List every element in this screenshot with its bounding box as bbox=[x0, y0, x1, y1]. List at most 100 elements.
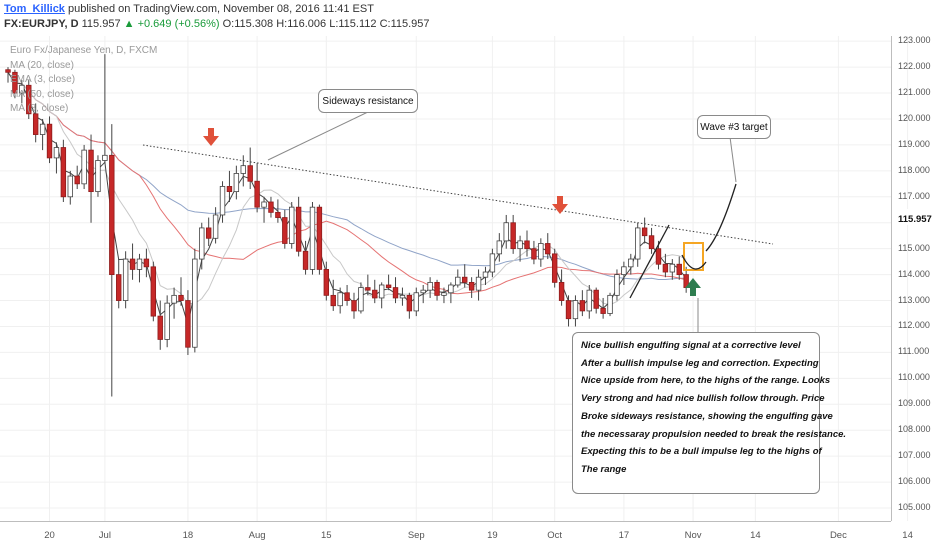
legend-item-ma20[interactable]: MA (20, close) bbox=[10, 59, 74, 71]
candle-body bbox=[199, 227, 205, 260]
wave-callout-pointer bbox=[729, 136, 737, 183]
candle-body bbox=[81, 149, 87, 185]
candle-body bbox=[351, 300, 357, 312]
price-tick-label: 122.000 bbox=[898, 61, 931, 72]
candle-body bbox=[337, 292, 343, 307]
candle-body bbox=[482, 271, 489, 278]
time-tick-label: 18 bbox=[182, 530, 194, 541]
candle-body bbox=[538, 243, 544, 260]
candle-body bbox=[614, 274, 620, 296]
candle-body bbox=[524, 240, 530, 250]
ma8-line bbox=[7, 72, 687, 306]
candle-body bbox=[545, 243, 551, 255]
candle-body bbox=[192, 258, 198, 348]
candle-body bbox=[358, 287, 364, 312]
candle-body bbox=[212, 214, 219, 239]
ohlc-values: O:115.308 H:116.006 L:115.112 C:115.957 bbox=[219, 18, 430, 30]
price-tick-label: 115.000 bbox=[898, 242, 930, 253]
candle-body bbox=[323, 269, 330, 296]
legend-item-ema3[interactable]: EMA (3, close) bbox=[10, 74, 76, 85]
price-tick-label: 117.000 bbox=[898, 190, 930, 201]
candle-body bbox=[95, 160, 101, 193]
candle-body bbox=[32, 113, 39, 135]
candle-body bbox=[655, 248, 662, 265]
legend-item-ma8[interactable]: MA (8, close) bbox=[10, 103, 69, 114]
candle-body bbox=[268, 201, 274, 213]
candle-body bbox=[517, 240, 523, 250]
sideways-resistance-callout[interactable]: Sideways resistance bbox=[318, 89, 418, 113]
candle-body bbox=[282, 217, 288, 244]
time-tick-label: 19 bbox=[487, 530, 498, 541]
candle-body bbox=[102, 154, 108, 161]
time-tick-label: Aug bbox=[248, 530, 266, 541]
time-tick-label: 15 bbox=[321, 530, 332, 541]
price-tick-label: 119.000 bbox=[898, 138, 930, 149]
projection-line bbox=[705, 183, 737, 252]
time-tick-label: Sep bbox=[407, 530, 425, 541]
price-tick-label: 105.000 bbox=[898, 502, 931, 513]
sideways-resistance-line[interactable] bbox=[142, 144, 774, 245]
price-tick-label: 111.000 bbox=[898, 346, 930, 357]
last-price-text: 115.957 bbox=[78, 18, 124, 30]
candle-body bbox=[503, 222, 509, 242]
note-line: the necessaray propulsion needed to brea… bbox=[581, 428, 847, 440]
price-chart[interactable] bbox=[0, 36, 932, 550]
candlestick-series bbox=[5, 54, 689, 397]
candle-body bbox=[316, 206, 323, 270]
candle-body bbox=[150, 266, 157, 317]
candle-body bbox=[261, 201, 267, 208]
candle-body bbox=[60, 147, 67, 198]
candle-body bbox=[205, 227, 212, 239]
candle-body bbox=[157, 315, 163, 340]
price-axis-line bbox=[891, 36, 892, 521]
symbol-label[interactable]: FX:EURJPY, D bbox=[4, 18, 79, 30]
price-tick-label: 112.000 bbox=[898, 320, 930, 331]
author-link[interactable]: Tom_Killick bbox=[4, 3, 65, 15]
candle-body bbox=[26, 84, 32, 115]
candle-body bbox=[676, 263, 682, 276]
candle-body bbox=[385, 284, 392, 288]
time-tick-label: 17 bbox=[618, 530, 630, 541]
candle-body bbox=[551, 253, 558, 283]
price-tick-label: 109.000 bbox=[898, 398, 931, 409]
candle-body bbox=[295, 206, 302, 252]
price-change: ▲ +0.649 (+0.56%) bbox=[123, 18, 220, 30]
price-tick-label: 123.000 bbox=[898, 35, 931, 46]
impulse-line bbox=[629, 224, 670, 299]
candle-body bbox=[330, 294, 336, 307]
time-tick-label: 20 bbox=[44, 530, 55, 541]
candle-body bbox=[669, 263, 676, 273]
price-tick-label: 107.000 bbox=[898, 450, 931, 461]
time-tick-label: Nov bbox=[684, 530, 702, 541]
sideways-callout-pointer bbox=[267, 110, 371, 161]
candle-body bbox=[593, 289, 599, 309]
note-line: The range bbox=[581, 463, 627, 475]
resistance-arrow-icon-2 bbox=[552, 196, 568, 214]
candle-body bbox=[392, 287, 399, 299]
candle-body bbox=[475, 276, 482, 291]
quote-line: FX:EURJPY, D 115.957 ▲ +0.649 (+0.56%) O… bbox=[4, 18, 430, 30]
candle-body bbox=[136, 258, 143, 270]
price-tick-label: 113.000 bbox=[898, 294, 930, 305]
engulfing-arrow-icon bbox=[685, 278, 701, 296]
candle-body bbox=[648, 235, 655, 250]
candle-body bbox=[19, 84, 25, 94]
candle-body bbox=[5, 69, 11, 73]
candle-body bbox=[122, 258, 129, 301]
candle-body bbox=[455, 276, 461, 286]
candle-body bbox=[164, 302, 170, 340]
wave-target-callout[interactable]: Wave #3 target bbox=[697, 115, 771, 139]
candle-body bbox=[586, 289, 592, 312]
note-line: Nice upside from here, to the highs of t… bbox=[581, 375, 831, 387]
candle-body bbox=[88, 149, 94, 193]
candle-body bbox=[74, 175, 80, 185]
candle-body bbox=[558, 281, 565, 301]
candle-body bbox=[344, 292, 350, 301]
legend-item-ma50[interactable]: MA (50, close) bbox=[10, 88, 74, 100]
candle-body bbox=[434, 281, 440, 296]
candle-body bbox=[462, 276, 468, 283]
analysis-note-callout[interactable]: Nice bullish engulfing signal at a corre… bbox=[572, 332, 846, 494]
note-line: Broke sideways resistance, showing the e… bbox=[581, 410, 833, 422]
candle-body bbox=[579, 300, 586, 312]
candle-body bbox=[427, 281, 433, 291]
